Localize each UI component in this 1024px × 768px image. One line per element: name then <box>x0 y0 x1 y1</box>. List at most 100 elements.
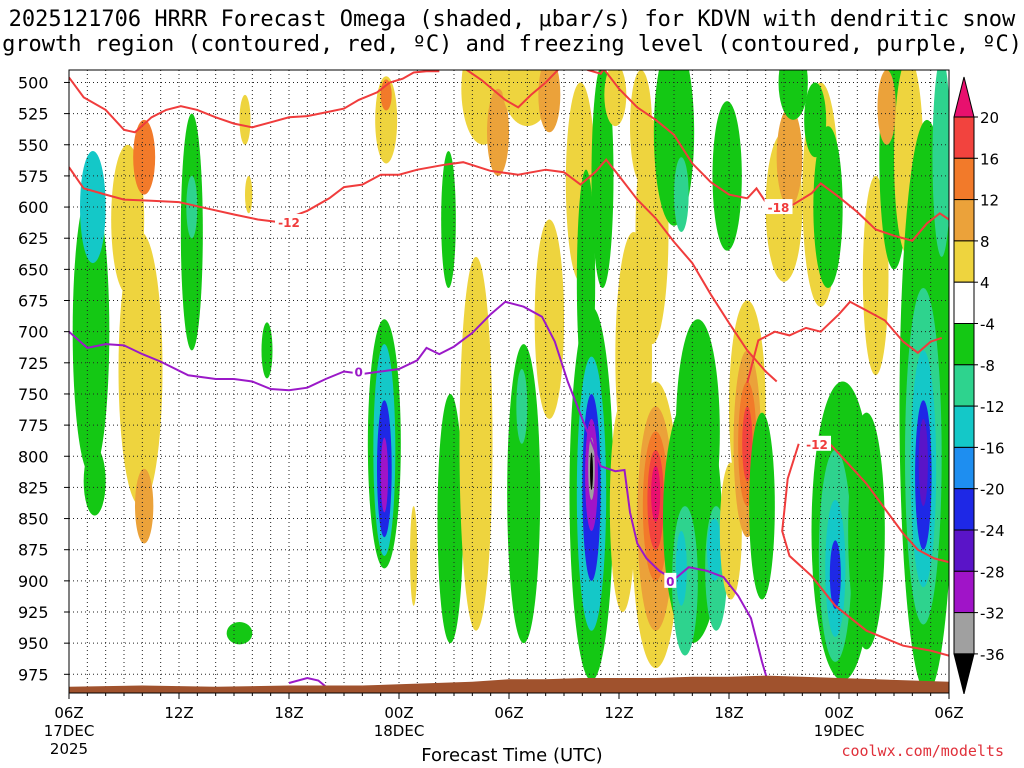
colorbar: 20 16 12 8 4 -4 -8 -12 -16 -20 -24 -28 -32 -36 <box>953 76 1005 695</box>
omega-cell-69 <box>804 82 827 158</box>
colorbar-bin-3 <box>953 199 975 242</box>
omega-cell-58 <box>712 101 742 251</box>
dgz-contour-0 <box>69 70 440 134</box>
dgz-contour-2 <box>277 158 778 383</box>
colorbar-label-3: 8 <box>980 233 990 251</box>
colorbar-label-10: -24 <box>980 522 1005 540</box>
dgz-label-bg-7 <box>803 435 831 451</box>
x-tick-label-7: 00Z <box>824 704 853 722</box>
omega-cell-21 <box>437 393 464 644</box>
omega-cell-74 <box>848 412 885 650</box>
x-axis-title: Forecast Time (UTC) <box>421 745 603 766</box>
colorbar-label-12: -32 <box>980 605 1005 623</box>
chart-title-line1: 2025121706 HRRR Forecast Omega (shaded, … <box>8 7 1016 32</box>
x-tick-label-0: 06Z <box>54 704 83 722</box>
omega-cell-24 <box>487 88 509 176</box>
terrain-layer <box>69 675 949 693</box>
dgz-contour-3 <box>465 70 605 109</box>
y-tick-label-875: 875 <box>18 541 49 560</box>
omega-cell-2 <box>83 446 106 516</box>
omega-cell-41 <box>609 400 636 613</box>
omega-cell-83 <box>918 418 928 507</box>
colorbar-bin-5 <box>953 281 975 325</box>
colorbar-bin-11 <box>953 529 975 572</box>
dgz-label-bg-4 <box>764 199 793 215</box>
y-tick-label-825: 825 <box>18 478 49 497</box>
omega-cell-77 <box>877 70 896 145</box>
y-tick-label-725: 725 <box>18 354 49 373</box>
omega-cell-32 <box>576 169 596 394</box>
freezing-contour-label-0: 0 <box>354 366 362 380</box>
omega-cell-6 <box>135 468 154 544</box>
colorbar-bin-13 <box>953 612 975 655</box>
colorbar-label-7: -12 <box>980 398 1005 416</box>
dgz-contour-label-0: -12 <box>278 216 300 230</box>
omega-shading-layer <box>72 70 949 693</box>
x-year-label-0: 2025 <box>50 740 88 758</box>
freezing-label-bg-1 <box>664 572 677 588</box>
omega-cell-1 <box>80 150 106 264</box>
colorbar-top-arrow <box>953 76 975 118</box>
x-tick-label-2: 18Z <box>274 704 303 722</box>
x-tick-label-1: 12Z <box>164 704 193 722</box>
y-tick-label-750: 750 <box>18 385 49 404</box>
y-tick-label-800: 800 <box>18 447 49 466</box>
colorbar-label-1: 16 <box>980 150 999 168</box>
y-tick-label-525: 525 <box>18 105 49 124</box>
dgz-contour-6 <box>746 300 943 383</box>
y-axis: 500 525 550 575 600 625 650 675 700 725 750 775 800 8… <box>18 73 69 684</box>
x-tick-label-5: 12Z <box>604 704 633 722</box>
colorbar-bottom-arrow <box>953 653 975 695</box>
y-tick-label-950: 950 <box>18 634 49 653</box>
omega-cell-9 <box>239 94 251 145</box>
omega-cell-63 <box>749 412 775 600</box>
x-tick-label-8: 06Z <box>934 704 963 722</box>
colorbar-bin-1 <box>953 116 975 159</box>
omega-cell-20 <box>441 150 456 289</box>
x-tick-label-3: 00Z <box>384 704 413 722</box>
colorbar-label-8: -16 <box>980 439 1005 457</box>
omega-cell-50 <box>630 70 652 183</box>
gridlines <box>69 70 949 693</box>
credit-text: coolwx.com/modelts <box>841 742 1004 760</box>
dgz-contour-4 <box>603 70 776 208</box>
omega-cell-46 <box>651 465 661 522</box>
colorbar-label-6: -8 <box>980 357 995 375</box>
colorbar-label-4: 4 <box>980 274 990 292</box>
dgz-contour-label-4: -18 <box>768 201 790 215</box>
y-tick-label-775: 775 <box>18 416 49 435</box>
x-tick-label-6: 18Z <box>714 704 743 722</box>
colorbar-bin-2 <box>953 157 975 201</box>
colorbar-bin-4 <box>953 240 975 283</box>
colorbar-label-5: -4 <box>980 316 995 334</box>
y-tick-label-925: 925 <box>18 603 49 622</box>
omega-cell-10 <box>245 175 253 214</box>
colorbar-label-11: -28 <box>980 563 1005 581</box>
y-tick-label-500: 500 <box>18 73 49 92</box>
x-date-label-0: 17DEC <box>44 722 95 740</box>
y-tick-label-850: 850 <box>18 510 49 529</box>
chart-title-line2: growth region (contoured, red, ºC) and f… <box>2 32 1022 57</box>
omega-cell-11 <box>261 322 273 379</box>
colorbar-bin-6 <box>953 323 975 366</box>
omega-cell-26 <box>516 369 528 444</box>
y-tick-label-975: 975 <box>18 665 49 684</box>
y-tick-label-625: 625 <box>18 229 49 248</box>
omega-cell-73 <box>829 540 841 609</box>
freezing-contour-label-1: 0 <box>666 575 674 589</box>
omega-cell-65 <box>776 107 803 208</box>
y-tick-label-650: 650 <box>18 260 49 279</box>
terrain-fill <box>69 675 949 693</box>
freezing-label-bg-0 <box>352 363 365 379</box>
omega-cell-54 <box>675 531 687 606</box>
contour-label-layer: -12 -18 -12 0 0 <box>275 199 831 589</box>
x-date-label-3: 18DEC <box>374 722 425 740</box>
x-tick-label-4: 06Z <box>494 704 523 722</box>
y-tick-label-550: 550 <box>18 136 49 155</box>
omega-cell-84 <box>932 70 949 257</box>
omega-cell-18 <box>380 437 389 513</box>
omega-cell-22 <box>459 256 493 631</box>
colorbar-bin-7 <box>953 364 975 407</box>
